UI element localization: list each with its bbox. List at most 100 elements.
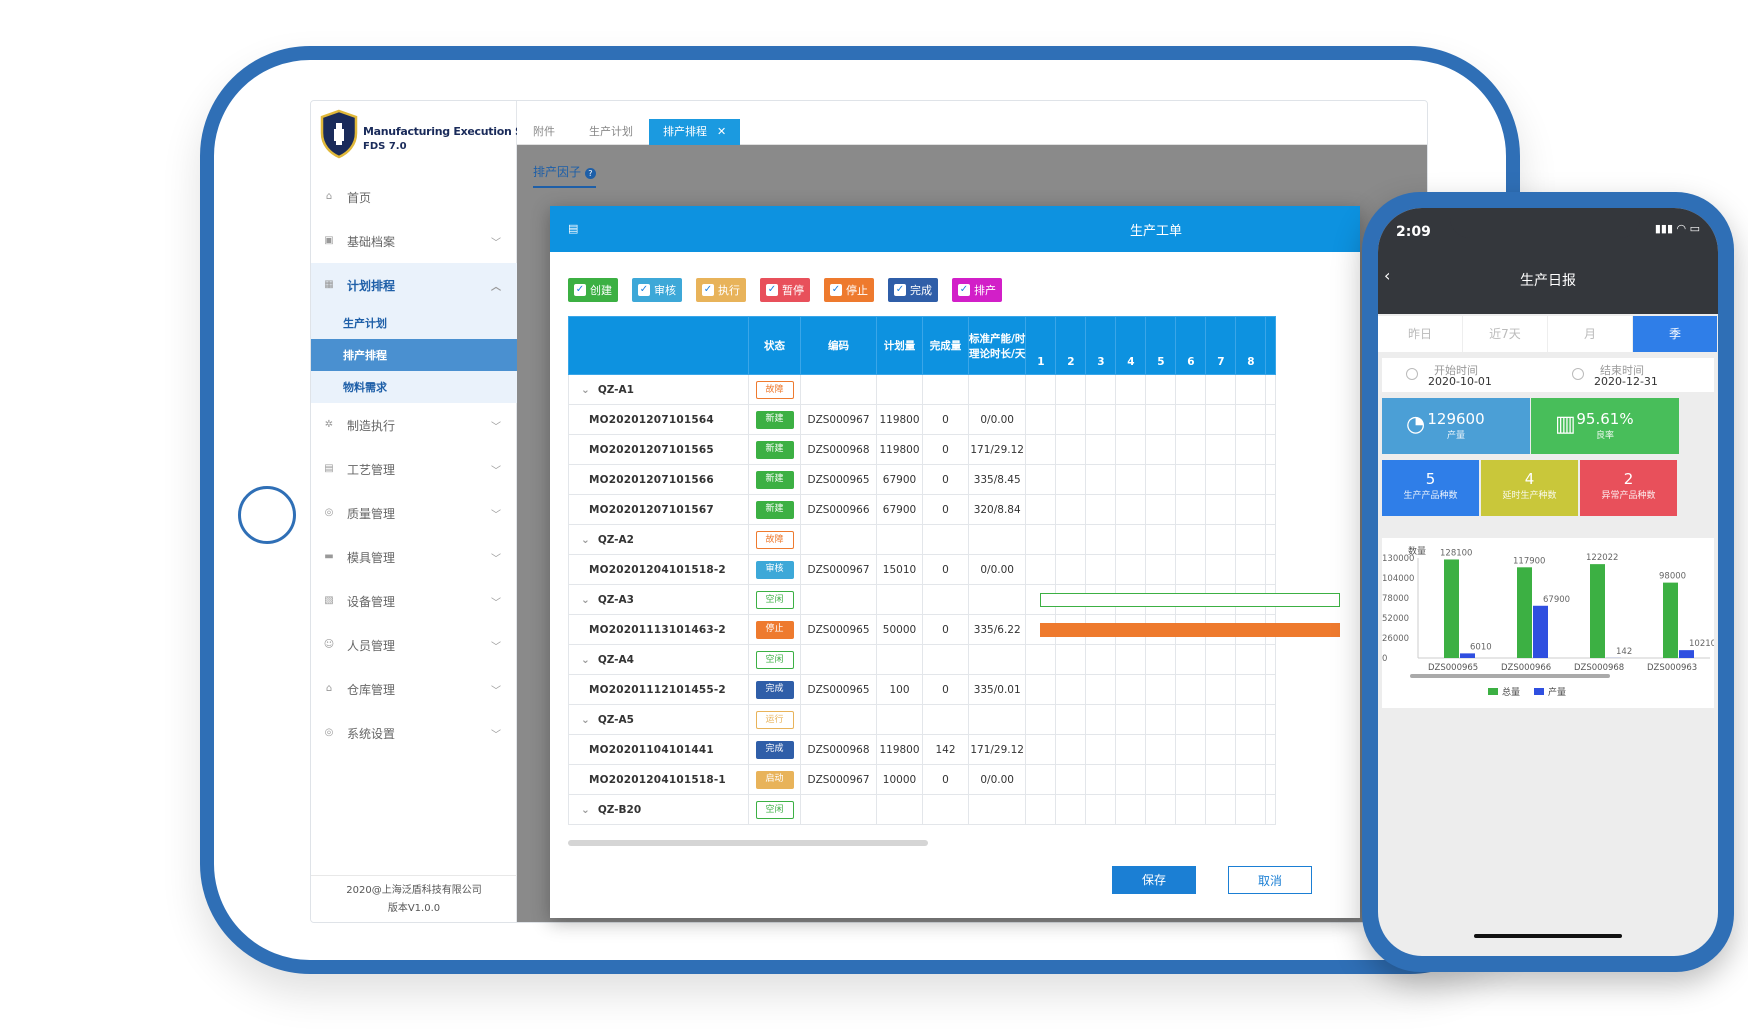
sidebar-item-10[interactable]: ◎ 系统设置 ﹀ — [311, 711, 517, 755]
legend-item[interactable]: ✓ 排产 — [952, 278, 1002, 302]
legend-item[interactable]: ✓ 审核 — [632, 278, 682, 302]
modal-header: ▤ 生产工单 — [550, 206, 1360, 252]
table-row[interactable]: ⌄ QZ-A4 空闲 — [568, 644, 1277, 675]
legend-item[interactable]: ✓ 暂停 — [760, 278, 810, 302]
sidebar-item-4[interactable]: ▤ 工艺管理 ﹀ — [311, 447, 517, 491]
back-icon[interactable]: ‹ — [1384, 266, 1391, 285]
checkbox-icon[interactable]: ✓ — [894, 284, 906, 296]
sidebar-subitem-1[interactable]: 排产排程 — [311, 339, 517, 371]
table-row[interactable]: ⌄ QZ-B20 空闲 — [568, 794, 1277, 825]
legend-item[interactable]: ✓ 完成 — [888, 278, 938, 302]
day-cell — [1115, 704, 1147, 735]
checkbox-icon[interactable]: ✓ — [574, 284, 586, 296]
x-tick-label: DZS000963 — [1647, 663, 1697, 673]
day-cell — [1145, 674, 1177, 705]
col-header: 编码 — [800, 316, 877, 375]
data-label: 128100 — [1440, 548, 1472, 558]
sidebar-item-label: 设备管理 — [347, 594, 396, 609]
legend-item[interactable]: ✓ 执行 — [696, 278, 746, 302]
gantt-bar[interactable] — [1040, 593, 1341, 607]
table-row[interactable]: ⌄ QZ-A1 故障 — [568, 374, 1277, 405]
row-status: 空闲 — [748, 794, 801, 825]
row-plan: 67900 — [876, 464, 923, 495]
kpi-card[interactable]: 4 延时生产种数 — [1481, 460, 1578, 516]
kpi-value: 4 — [1524, 470, 1535, 488]
sidebar-item-7[interactable]: ▧ 设备管理 ﹀ — [311, 579, 517, 623]
scheduling-factor-title[interactable]: 排产因子 ? — [533, 163, 596, 188]
table-row[interactable]: MO20201207101567 新建 DZS000966 67900 0 320/8.8… — [568, 494, 1277, 525]
sidebar-item-1[interactable]: ▣ 基础档案 ﹀ — [311, 219, 517, 263]
kpi-card[interactable]: 5 生产产品种数 — [1382, 460, 1479, 516]
sidebar-item-9[interactable]: ⌂ 仓库管理 ﹀ — [311, 667, 517, 711]
kpi-card[interactable]: ▥ 95.61% 良率 — [1531, 398, 1679, 454]
checkbox-icon[interactable]: ✓ — [638, 284, 650, 296]
schedule-grid: 状态 编码 计划量 完成量 标准产能/时 理论时长/天 1 2 3 4 5 6 7 8 ⌄ QZ-A1 故障 M… — [568, 316, 1360, 836]
row-cap: 171/29.12 — [967, 434, 1027, 465]
kpi-card[interactable]: ◔ 129600 产量 — [1382, 398, 1530, 454]
kpi-card[interactable]: 2 异常产品种数 — [1580, 460, 1677, 516]
period-tab[interactable]: 季 — [1633, 316, 1718, 352]
table-row[interactable]: ⌄ QZ-A2 故障 — [568, 524, 1277, 555]
table-row[interactable]: MO20201113101463-2 停止 DZS000965 50000 0 335/6… — [568, 614, 1341, 645]
checkbox-icon[interactable]: ✓ — [766, 284, 778, 296]
status-badge: 空闲 — [755, 650, 794, 669]
row-status: 新建 — [748, 494, 801, 525]
table-row[interactable]: MO20201104101441 完成 DZS000968 119800 142 171/… — [568, 734, 1277, 765]
day-cell — [1205, 434, 1237, 465]
period-tab[interactable]: 昨日 — [1378, 316, 1463, 352]
sidebar-item-5[interactable]: ◎ 质量管理 ﹀ — [311, 491, 517, 535]
table-row[interactable]: MO20201207101564 新建 DZS000967 119800 0 0/0.00 — [568, 404, 1277, 435]
app-logo[interactable]: Manufacturing Execution System FDS 7.0 — [315, 107, 559, 165]
tablet-home-button[interactable] — [238, 486, 296, 544]
chevron-down-icon[interactable]: ⌄ — [581, 713, 590, 726]
tab-scheduling[interactable]: 排产排程 ✕ — [649, 119, 741, 145]
gantt-bar[interactable] — [1040, 623, 1341, 637]
checkbox-icon[interactable]: ✓ — [958, 284, 970, 296]
help-icon[interactable]: ? — [584, 168, 596, 179]
row-done — [922, 584, 969, 615]
legend-item[interactable]: ✓ 停止 — [824, 278, 874, 302]
chevron-down-icon[interactable]: ⌄ — [581, 593, 590, 606]
period-tab[interactable]: 近7天 — [1463, 316, 1548, 352]
day-cell — [1085, 734, 1117, 765]
checkbox-icon[interactable]: ✓ — [702, 284, 714, 296]
tab-attachment[interactable]: 附件 — [533, 125, 555, 138]
sidebar-item-0[interactable]: ⌂ 首页 — [311, 175, 517, 219]
table-row[interactable]: MO20201112101455-2 完成 DZS000965 100 0 335/0.0… — [568, 674, 1277, 705]
horizontal-scrollbar[interactable] — [568, 840, 928, 846]
table-row[interactable]: MO20201204101518-1 启动 DZS000967 10000 0 0/0.0… — [568, 764, 1277, 795]
close-icon[interactable]: ✕ — [717, 125, 727, 138]
day-cell — [1175, 554, 1207, 585]
end-date[interactable]: 结束时间 2020-12-31 — [1548, 358, 1714, 392]
tab-production-plan[interactable]: 生产计划 — [589, 125, 633, 138]
legend-item[interactable]: ✓ 创建 — [568, 278, 618, 302]
sidebar-item-2[interactable]: ▦ 计划排程 ︿ — [311, 263, 517, 307]
col-filler — [1265, 316, 1277, 375]
sidebar-item-6[interactable]: ▬ 模具管理 ﹀ — [311, 535, 517, 579]
table-row[interactable]: MO20201207101565 新建 DZS000968 119800 0 171/29… — [568, 434, 1277, 465]
checkbox-icon[interactable]: ✓ — [830, 284, 842, 296]
cancel-button[interactable]: 取消 — [1228, 866, 1312, 894]
table-row[interactable]: ⌄ QZ-A3 空闲 — [568, 584, 1341, 615]
day-cell — [1085, 434, 1117, 465]
period-tab[interactable]: 月 — [1548, 316, 1633, 352]
chevron-down-icon[interactable]: ⌄ — [581, 533, 590, 546]
row-cap: 335/8.45 — [967, 464, 1027, 495]
chevron-down-icon[interactable]: ⌄ — [581, 803, 590, 816]
table-row[interactable]: MO20201207101566 新建 DZS000965 67900 0 335/8.4… — [568, 464, 1277, 495]
start-date[interactable]: 开始时间 2020-10-01 — [1382, 358, 1548, 392]
sidebar-subitem-2[interactable]: 物料需求 — [311, 371, 517, 403]
chevron-down-icon[interactable]: ⌄ — [581, 653, 590, 666]
sidebar-subitem-0[interactable]: 生产计划 — [311, 307, 517, 339]
legend-label: 暂停 — [782, 284, 804, 297]
chevron-down-icon: ﹀ — [491, 509, 501, 521]
col-header: 计划量 — [876, 316, 923, 375]
table-row[interactable]: ⌄ QZ-A5 运行 — [568, 704, 1277, 735]
chevron-down-icon[interactable]: ⌄ — [581, 383, 590, 396]
save-button[interactable]: 保存 — [1112, 866, 1196, 894]
sidebar-item-8[interactable]: ☺ 人员管理 ﹀ — [311, 623, 517, 667]
table-row[interactable]: MO20201204101518-2 审核 DZS000967 15010 0 0/0.0… — [568, 554, 1277, 585]
sidebar-item-3[interactable]: ✲ 制造执行 ﹀ — [311, 403, 517, 447]
row-name: ⌄ QZ-B20 — [568, 794, 749, 825]
